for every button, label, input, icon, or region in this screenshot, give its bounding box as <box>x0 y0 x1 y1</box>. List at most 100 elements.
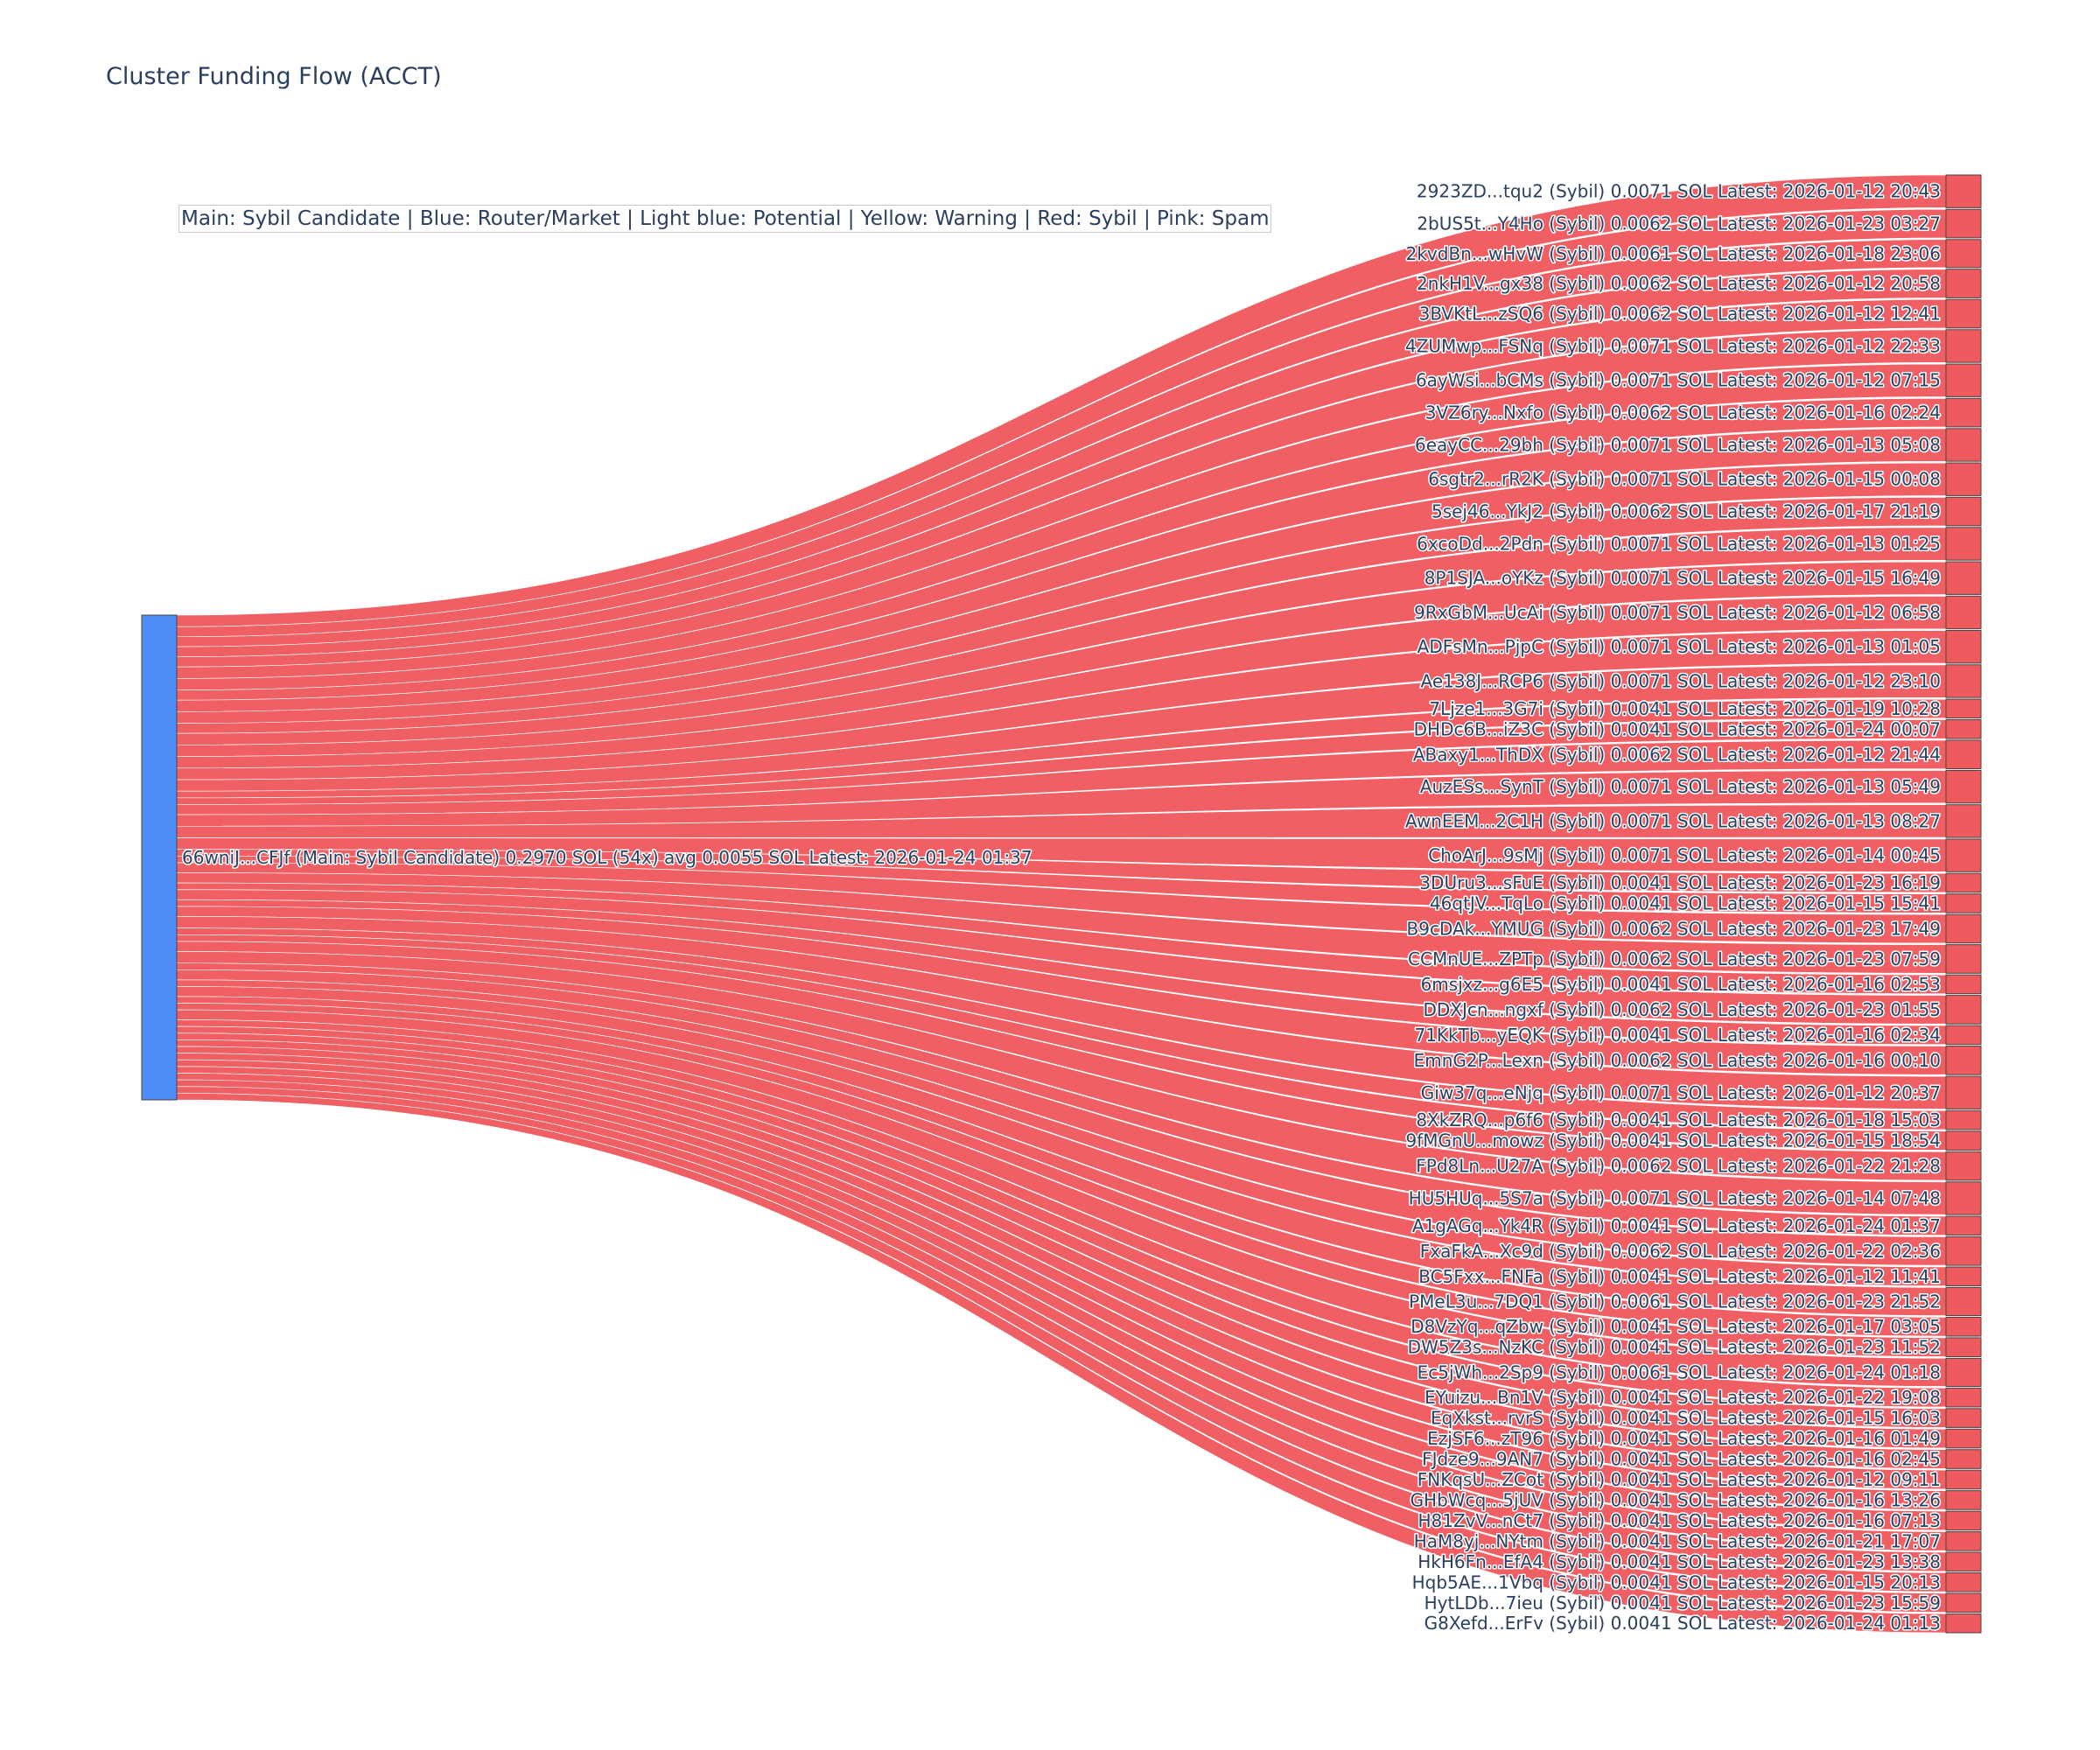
target-node-label: 8P1SJA...oYKz (Sybil) 0.0071 SOL Latest:… <box>1424 568 1941 589</box>
target-node[interactable] <box>1945 1130 1982 1151</box>
target-node[interactable] <box>1945 1531 1982 1551</box>
target-node[interactable] <box>1945 630 1982 664</box>
target-node[interactable] <box>1945 1387 1982 1408</box>
target-node-label: A1gAGq...Yk4R (Sybil) 0.0041 SOL Latest:… <box>1412 1215 1941 1236</box>
target-node[interactable] <box>1945 1408 1982 1428</box>
target-node[interactable] <box>1945 1337 1982 1357</box>
flow-link <box>176 872 1947 974</box>
target-node[interactable] <box>1945 239 1982 269</box>
target-node[interactable] <box>1945 298 1982 329</box>
target-node[interactable] <box>1945 1215 1982 1236</box>
target-node[interactable] <box>1945 1469 1982 1490</box>
target-node-label: ABaxy1...ThDX (Sybil) 0.0062 SOL Latest:… <box>1413 744 1941 765</box>
target-node-label: HytLDb...7ieu (Sybil) 0.0041 SOL Latest:… <box>1424 1592 1941 1614</box>
target-node-label: 6ayWsi...bCMs (Sybil) 0.0071 SOL Latest:… <box>1416 370 1941 391</box>
target-node[interactable] <box>1945 944 1982 974</box>
target-node-label: 6msjxz...g6E5 (Sybil) 0.0041 SOL Latest:… <box>1421 974 1941 995</box>
target-node[interactable] <box>1945 1286 1982 1317</box>
target-node-label: 46qtJV...TqLo (Sybil) 0.0041 SOL Latest:… <box>1430 892 1941 914</box>
target-node-label: 5sej46...YkJ2 (Sybil) 0.0062 SOL Latest:… <box>1432 501 1941 522</box>
target-node[interactable] <box>1945 838 1982 872</box>
target-node[interactable] <box>1945 1357 1982 1387</box>
source-node[interactable] <box>141 614 178 1101</box>
target-node-label: FxaFkA...Xc9d (Sybil) 0.0062 SOL Latest:… <box>1420 1241 1941 1262</box>
target-node-label: HU5HUq...5S7a (Sybil) 0.0071 SOL Latest:… <box>1409 1187 1941 1208</box>
target-node[interactable] <box>1945 1510 1982 1531</box>
target-node[interactable] <box>1945 428 1982 462</box>
target-node[interactable] <box>1945 698 1982 719</box>
target-node-label: EqXkst...rvrS (Sybil) 0.0041 SOL Latest:… <box>1431 1408 1941 1429</box>
target-node[interactable] <box>1945 1613 1982 1634</box>
target-node[interactable] <box>1945 804 1982 838</box>
target-node[interactable] <box>1945 174 1982 208</box>
target-node[interactable] <box>1945 397 1982 428</box>
target-node[interactable] <box>1945 527 1982 561</box>
target-node[interactable] <box>1945 1572 1982 1592</box>
target-node[interactable] <box>1945 1449 1982 1469</box>
target-node[interactable] <box>1945 1490 1982 1510</box>
target-node-label: DHDc6B...iZ3C (Sybil) 0.0041 SOL Latest:… <box>1414 718 1941 739</box>
target-node-label: 9fMGnU...mowz (Sybil) 0.0041 SOL Latest:… <box>1405 1130 1941 1152</box>
target-node-label: G8Xefd...ErFv (Sybil) 0.0041 SOL Latest:… <box>1424 1613 1941 1634</box>
target-node[interactable] <box>1945 269 1982 298</box>
target-node-label: PMeL3u...7DQ1 (Sybil) 0.0061 SOL Latest:… <box>1409 1292 1941 1312</box>
target-node[interactable] <box>1945 595 1982 630</box>
target-node[interactable] <box>1945 872 1982 893</box>
target-node[interactable] <box>1945 1236 1982 1266</box>
target-node[interactable] <box>1945 1110 1982 1130</box>
target-node-label: 2923ZD...tqu2 (Sybil) 0.0071 SOL Latest:… <box>1417 181 1941 202</box>
target-node-label: Giw37q...eNjq (Sybil) 0.0071 SOL Latest:… <box>1421 1082 1941 1103</box>
target-node[interactable] <box>1945 329 1982 363</box>
target-node[interactable] <box>1945 1025 1982 1046</box>
target-node[interactable] <box>1945 995 1982 1025</box>
target-node-label: EYuizu...Bn1V (Sybil) 0.0041 SOL Latest:… <box>1424 1387 1941 1408</box>
target-node[interactable] <box>1945 561 1982 595</box>
target-node[interactable] <box>1945 1046 1982 1075</box>
legend-note: Main: Sybil Candidate | Blue: Router/Mar… <box>178 205 1272 233</box>
target-node[interactable] <box>1945 208 1982 239</box>
target-node-label: 7Ljze1...3G7i (Sybil) 0.0041 SOL Latest:… <box>1429 698 1941 719</box>
target-node[interactable] <box>1945 1592 1982 1614</box>
target-node-label: GHbWcq...5jUV (Sybil) 0.0041 SOL Latest:… <box>1410 1489 1941 1510</box>
flow-link <box>176 951 1947 1215</box>
target-node-label: FNKqsU...ZCot (Sybil) 0.0041 SOL Latest:… <box>1418 1469 1941 1490</box>
target-node[interactable] <box>1945 893 1982 914</box>
target-node[interactable] <box>1945 496 1982 527</box>
target-node[interactable] <box>1945 1266 1982 1287</box>
target-node-label: 3BVKtL...zSQ6 (Sybil) 0.0062 SOL Latest:… <box>1419 304 1941 325</box>
target-node-label: 2kvdBn...wHvW (Sybil) 0.0061 SOL Latest:… <box>1406 243 1941 264</box>
target-node-label: Ae138J...RCP6 (Sybil) 0.0071 SOL Latest:… <box>1421 670 1942 691</box>
target-node-label: FJdze9...9AN7 (Sybil) 0.0041 SOL Latest:… <box>1422 1449 1941 1470</box>
target-node-label: 3DUru3...sFuE (Sybil) 0.0041 SOL Latest:… <box>1419 872 1941 893</box>
target-node[interactable] <box>1945 1075 1982 1110</box>
target-node-label: EzjSF6...zT96 (Sybil) 0.0041 SOL Latest:… <box>1427 1428 1941 1449</box>
target-node[interactable] <box>1945 1181 1982 1215</box>
target-node-label: Hqb5AE...1Vbq (Sybil) 0.0041 SOL Latest:… <box>1412 1572 1941 1592</box>
source-node-label: 66wniJ...CFJf (Main: Sybil Candidate) 0.… <box>182 847 1032 868</box>
target-node[interactable] <box>1945 363 1982 397</box>
label-group: 2923ZD...tqu2 (Sybil) 0.0071 SOL Latest:… <box>181 179 1942 1635</box>
flow-link <box>176 996 1947 1337</box>
target-node[interactable] <box>1945 739 1982 770</box>
target-node-label: 6xcoDd...2Pdn (Sybil) 0.0071 SOL Latest:… <box>1417 533 1941 554</box>
target-node[interactable] <box>1945 1551 1982 1572</box>
target-node-label: HkH6Fn...EfA4 (Sybil) 0.0041 SOL Latest:… <box>1418 1551 1941 1572</box>
target-node[interactable] <box>1945 974 1982 995</box>
target-node-label: AwnEEM...2C1H (Sybil) 0.0071 SOL Latest:… <box>1405 810 1941 831</box>
target-node-label: ADFsMn...PjpC (Sybil) 0.0071 SOL Latest:… <box>1418 636 1941 657</box>
target-node[interactable] <box>1945 664 1982 698</box>
target-node[interactable] <box>1945 462 1982 496</box>
target-node-label: DW5Z3s...NzKC (Sybil) 0.0041 SOL Latest:… <box>1408 1337 1941 1358</box>
target-node-label: HaM8yj...NYtm (Sybil) 0.0041 SOL Latest:… <box>1414 1530 1941 1551</box>
target-node[interactable] <box>1945 718 1982 739</box>
target-node[interactable] <box>1945 769 1982 804</box>
target-node-label: 6eayCC...29bh (Sybil) 0.0071 SOL Latest:… <box>1415 434 1941 455</box>
target-node[interactable] <box>1945 914 1982 944</box>
target-node[interactable] <box>1945 1428 1982 1449</box>
target-node-label: 71KkTb...yEQK (Sybil) 0.0041 SOL Latest:… <box>1414 1025 1941 1046</box>
target-node[interactable] <box>1945 1316 1982 1337</box>
target-node-label: 4ZUMwp...FSNq (Sybil) 0.0071 SOL Latest:… <box>1405 335 1941 356</box>
target-node[interactable] <box>1945 1151 1982 1181</box>
